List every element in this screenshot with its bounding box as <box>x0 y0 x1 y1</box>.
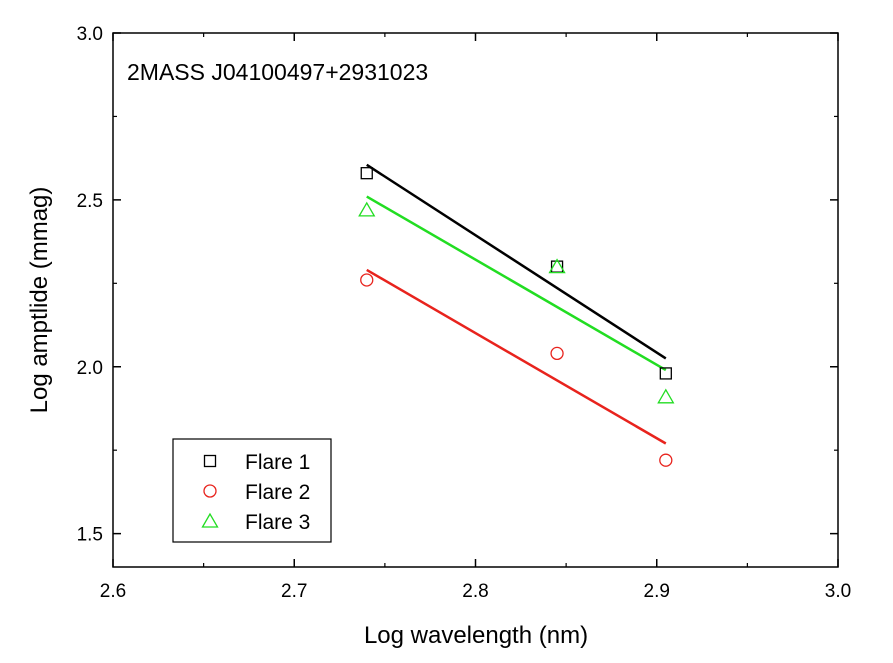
x-tick-label: 2.7 <box>281 581 307 602</box>
fit-line-1 <box>366 163 667 360</box>
data-point-flare-2 <box>659 453 673 467</box>
x-tick-label: 2.8 <box>462 581 488 602</box>
y-tick-label: 1.5 <box>77 525 103 546</box>
legend-box <box>172 438 332 543</box>
legend-label-1: Flare 1 <box>245 451 310 474</box>
data-point-flare-2 <box>360 273 374 287</box>
data-point-flare-1 <box>659 367 672 380</box>
legend-label-3: Flare 3 <box>245 511 310 534</box>
legend: Flare 1 Flare 2 Flare 3 <box>172 438 332 543</box>
legend-marker-2 <box>203 484 217 498</box>
chart-annotation: 2MASS J04100497+2931023 <box>127 59 428 85</box>
legend-marker-1 <box>203 454 217 468</box>
legend-marker-3 <box>201 512 219 528</box>
data-points <box>358 167 675 467</box>
legend-label-2: Flare 2 <box>245 481 310 504</box>
y-tick-label: 3.0 <box>77 24 103 45</box>
data-point-flare-2 <box>550 346 564 361</box>
x-tick-label: 2.6 <box>100 581 126 602</box>
data-point-flare-3 <box>358 201 376 217</box>
x-tick-label: 3.0 <box>825 581 851 602</box>
data-point-flare-3 <box>657 388 675 404</box>
data-point-flare-3 <box>548 258 566 274</box>
data-point-flare-1 <box>360 167 373 180</box>
y-tick-label: 2.5 <box>77 191 103 212</box>
fit-line-3 <box>366 195 667 372</box>
fit-line-2 <box>366 268 667 445</box>
axes: 2.6 2.7 2.8 2.9 3.0 1.5 2.0 2.5 3.0 <box>77 24 852 602</box>
x-tick-label: 2.9 <box>644 581 670 602</box>
y-tick-label: 2.0 <box>77 358 103 379</box>
x-axis-label: Log wavelength (nm) <box>364 622 588 649</box>
y-axis-label: Log amptlide (mmag) <box>26 187 53 414</box>
fit-lines <box>366 163 667 445</box>
